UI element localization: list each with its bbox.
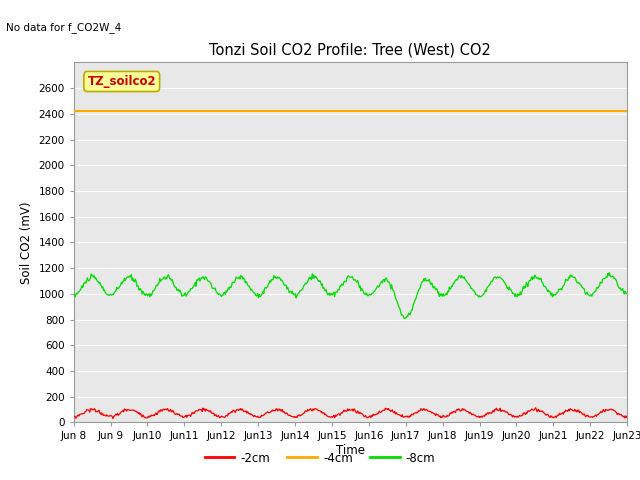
Legend: -2cm, -4cm, -8cm: -2cm, -4cm, -8cm xyxy=(200,447,440,469)
Text: No data for f_CO2W_4: No data for f_CO2W_4 xyxy=(6,22,122,33)
X-axis label: Time: Time xyxy=(336,444,365,457)
Y-axis label: Soil CO2 (mV): Soil CO2 (mV) xyxy=(20,201,33,284)
Title: Tonzi Soil CO2 Profile: Tree (West) CO2: Tonzi Soil CO2 Profile: Tree (West) CO2 xyxy=(209,42,492,57)
Text: TZ_soilco2: TZ_soilco2 xyxy=(88,75,156,88)
